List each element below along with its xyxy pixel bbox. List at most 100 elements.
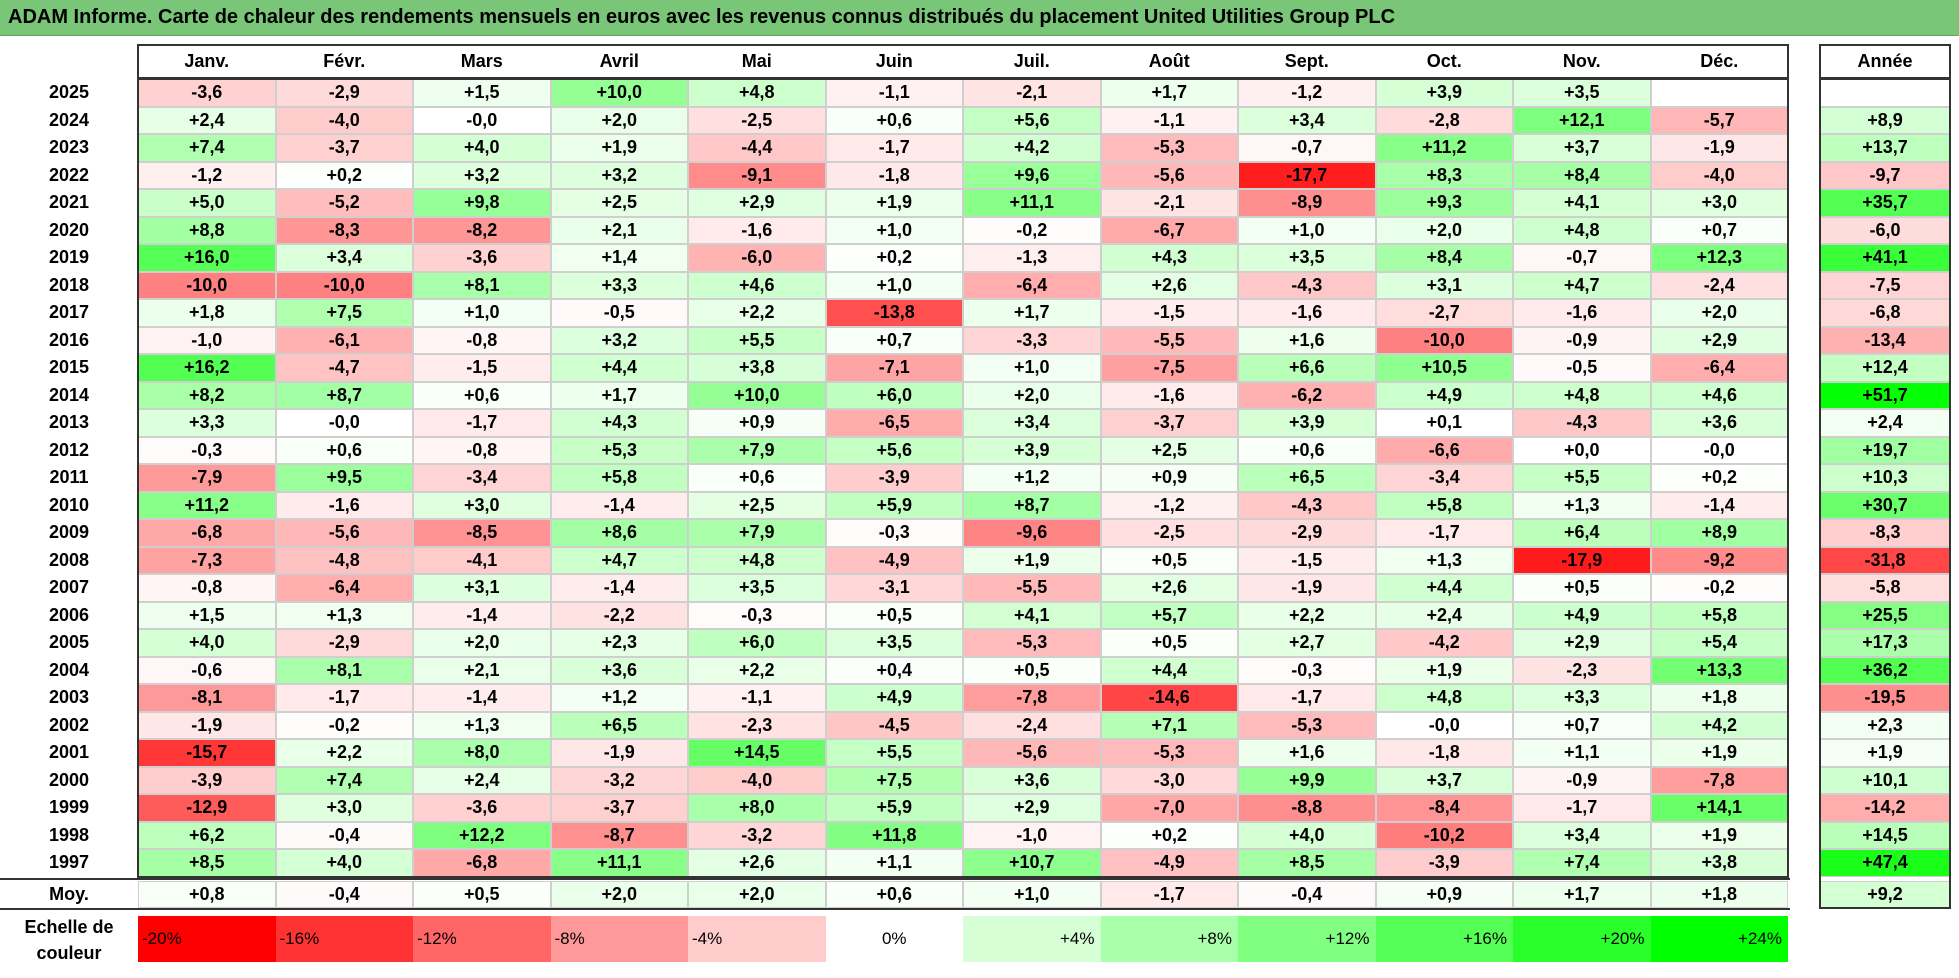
heatmap-cell: +12,3 — [1650, 244, 1788, 272]
heatmap-cell: +9,6 — [963, 161, 1101, 189]
heatmap-cell: -0,2 — [1650, 574, 1788, 602]
heatmap-cell: -7,1 — [825, 354, 963, 382]
heatmap-cell: +8,7 — [275, 381, 413, 409]
heatmap-cell: +7,5 — [275, 299, 413, 327]
heatmap-cell: -5,2 — [275, 189, 413, 217]
heatmap-cell: +1,9 — [1650, 821, 1788, 849]
heatmap-cell: -0,5 — [1513, 354, 1651, 382]
heatmap-cell: +0,6 — [825, 106, 963, 134]
heatmap-cell: -0,6 — [138, 656, 276, 684]
heatmap-cell: -7,8 — [963, 684, 1101, 712]
heatmap-cell: -1,4 — [550, 574, 688, 602]
heatmap-cell: -3,6 — [413, 794, 551, 822]
heatmap-cell: -4,0 — [275, 106, 413, 134]
heatmap-cell: +1,0 — [825, 271, 963, 299]
heatmap-cell: -0,9 — [1513, 766, 1651, 794]
heatmap-cell: -6,4 — [963, 271, 1101, 299]
heatmap-cell: +1,9 — [825, 189, 963, 217]
heatmap-cell: +6,6 — [1238, 354, 1376, 382]
heatmap-cell: +1,7 — [550, 381, 688, 409]
heatmap-cell: -17,9 — [1513, 546, 1651, 574]
heatmap-cell: -3,7 — [275, 134, 413, 162]
heatmap-cell: -5,6 — [1100, 161, 1238, 189]
column-header: Avril — [599, 50, 639, 71]
heatmap-cell: -6,8 — [413, 849, 551, 877]
annual-cell: -9,7 — [1820, 161, 1950, 189]
column-header: Juin — [875, 50, 913, 71]
heatmap-cell: -7,5 — [1100, 354, 1238, 382]
heatmap-cell: -5,5 — [1100, 326, 1238, 354]
heatmap-cell: -3,3 — [963, 326, 1101, 354]
heatmap-cell: +4,1 — [963, 601, 1101, 629]
heatmap-cell: +1,8 — [1650, 684, 1788, 712]
heatmap-cell: -10,0 — [138, 271, 276, 299]
heatmap-cell: +8,4 — [1375, 244, 1513, 272]
heatmap-cell: +1,3 — [413, 711, 551, 739]
heatmap-cell: +0,9 — [688, 409, 826, 437]
heatmap-cell: -14,6 — [1100, 684, 1238, 712]
heatmap-cell: -1,5 — [1238, 546, 1376, 574]
heatmap-cell: -9,2 — [1650, 546, 1788, 574]
heatmap-cell: -0,7 — [1238, 134, 1376, 162]
heatmap-cell: -1,9 — [1238, 574, 1376, 602]
heatmap-cell: +4,8 — [688, 546, 826, 574]
heatmap-cell: -1,6 — [1100, 381, 1238, 409]
heatmap-cell: +4,0 — [138, 629, 276, 657]
color-scale-stop: 0% — [825, 916, 963, 962]
color-scale-stop: -16% — [275, 916, 413, 962]
heatmap-cell: +3,4 — [1513, 821, 1651, 849]
heatmap-cell: +1,2 — [550, 684, 688, 712]
heatmap-cell: +3,7 — [1375, 766, 1513, 794]
heatmap-cell: +12,1 — [1513, 106, 1651, 134]
heatmap-cell: +4,4 — [1100, 656, 1238, 684]
heatmap-cell: -1,4 — [413, 684, 551, 712]
heatmap-cell: +0,5 — [963, 656, 1101, 684]
chart-title-bar: ADAM Informe. Carte de chaleur des rende… — [0, 0, 1959, 36]
heatmap-cell: +5,0 — [138, 189, 276, 217]
heatmap-cell: +2,0 — [550, 106, 688, 134]
heatmap-cell: +4,2 — [963, 134, 1101, 162]
row-year-label: 2020 — [48, 219, 90, 240]
heatmap-cell: +4,0 — [413, 134, 551, 162]
heatmap-cell: +2,0 — [1375, 216, 1513, 244]
heatmap-cell: +2,5 — [550, 189, 688, 217]
heatmap-cell: +5,7 — [1100, 601, 1238, 629]
heatmap-cell: -0,3 — [138, 436, 276, 464]
heatmap-cell: -4,9 — [825, 546, 963, 574]
heatmap-cell: +8,9 — [1650, 519, 1788, 547]
heatmap-cell: +5,6 — [825, 436, 963, 464]
annual-cell: +35,7 — [1820, 189, 1950, 217]
heatmap-cell: -6,6 — [1375, 436, 1513, 464]
heatmap-cell: +7,4 — [275, 766, 413, 794]
average-cell: +1,7 — [1513, 880, 1651, 908]
heatmap-cell: -1,4 — [413, 601, 551, 629]
annual-cell: +17,3 — [1820, 629, 1950, 657]
heatmap-cell: +6,5 — [550, 711, 688, 739]
heatmap-cell: +8,6 — [550, 519, 688, 547]
heatmap-cell: -1,4 — [550, 491, 688, 519]
heatmap-cell: -1,1 — [688, 684, 826, 712]
heatmap-cell: -0,0 — [413, 106, 551, 134]
heatmap-cell: -2,3 — [688, 711, 826, 739]
heatmap-cell: -2,3 — [1513, 656, 1651, 684]
annual-cell: -31,8 — [1820, 546, 1950, 574]
heatmap-cell: +1,9 — [1650, 739, 1788, 767]
row-year-label: 2012 — [48, 439, 90, 460]
heatmap-cell: +2,4 — [413, 766, 551, 794]
heatmap-cell: -0,0 — [1375, 711, 1513, 739]
heatmap-cell: +10,0 — [550, 79, 688, 107]
annual-cell: -13,4 — [1820, 326, 1950, 354]
heatmap-cell: -3,7 — [1100, 409, 1238, 437]
heatmap-cell: -0,7 — [1513, 244, 1651, 272]
heatmap-cell: -0,3 — [825, 519, 963, 547]
heatmap-cell: +2,9 — [1650, 326, 1788, 354]
heatmap-cell: -6,7 — [1100, 216, 1238, 244]
heatmap-cell: +1,3 — [275, 601, 413, 629]
heatmap-cell: -7,9 — [138, 464, 276, 492]
heatmap-cell: -1,1 — [1100, 106, 1238, 134]
heatmap-cell: -1,2 — [138, 161, 276, 189]
heatmap-cell: +1,4 — [550, 244, 688, 272]
heatmap-cell: +7,5 — [825, 766, 963, 794]
heatmap-cell: +0,2 — [1650, 464, 1788, 492]
annual-cell: -7,5 — [1820, 271, 1950, 299]
